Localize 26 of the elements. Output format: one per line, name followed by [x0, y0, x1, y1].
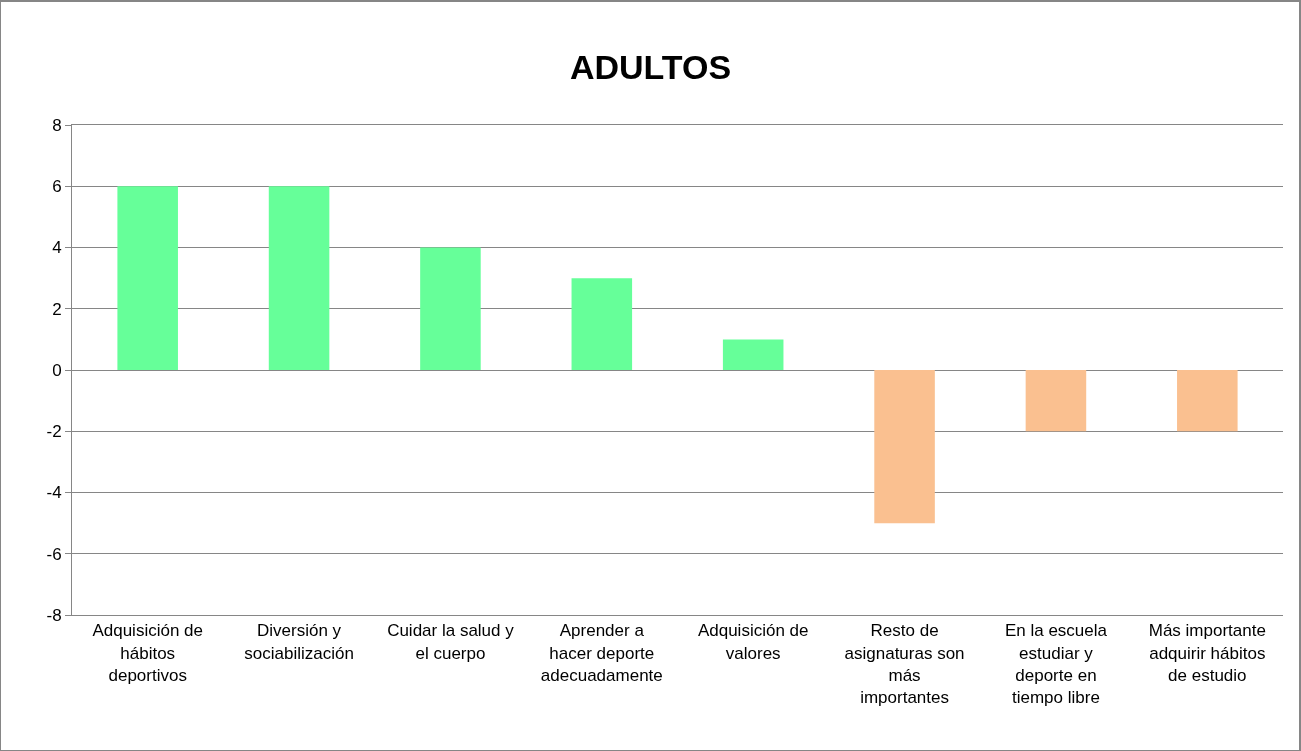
y-tick-label: -2 — [46, 422, 62, 442]
x-tick-label: Aprender a hacer deporte adecuadamente — [540, 621, 663, 685]
x-tick-label: Adquisición de hábitos deportivos — [92, 621, 203, 685]
bar — [117, 186, 178, 370]
chart-title: ADULTOS — [569, 48, 732, 87]
bar — [268, 186, 330, 370]
x-tick-label: Diversión y sociabilización — [244, 621, 354, 663]
bar — [420, 247, 481, 370]
y-tick-label: 6 — [52, 177, 62, 197]
x-tick-label: Resto de asignaturas son más importantes — [844, 621, 965, 707]
bar — [571, 278, 633, 370]
y-tick-label: -8 — [46, 605, 62, 625]
y-tick-label: 0 — [52, 360, 62, 380]
y-tick-label: 4 — [52, 238, 62, 258]
y-tick-label: -6 — [46, 544, 62, 564]
y-tick-label: 8 — [52, 115, 62, 135]
bar — [1025, 370, 1087, 432]
bar — [1177, 370, 1238, 432]
x-tick-label: Más importante adquirir hábitos de estudio — [1148, 621, 1266, 685]
x-tick-label: Cuidar la salud y el cuerpo — [387, 621, 515, 663]
y-tick-label: -4 — [46, 483, 62, 503]
x-tick-label: Adquisición de valores — [697, 621, 809, 663]
bar — [874, 370, 935, 524]
y-tick-label: 2 — [52, 299, 62, 319]
bar — [722, 339, 784, 370]
x-tick-label: En la escuela estudiar y deporte en tiempo libre — [1004, 621, 1108, 707]
